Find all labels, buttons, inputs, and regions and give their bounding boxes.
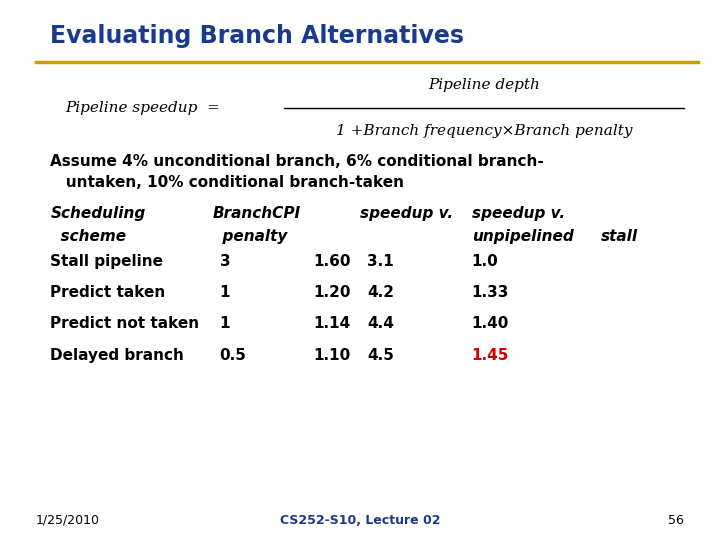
Text: 1.20: 1.20 — [313, 285, 351, 300]
Text: 1 +Branch frequency×Branch penalty: 1 +Branch frequency×Branch penalty — [336, 124, 632, 138]
Text: unpipelined: unpipelined — [472, 229, 573, 244]
Text: Predict taken: Predict taken — [50, 285, 166, 300]
Text: 56: 56 — [668, 514, 684, 526]
Text: speedup v.: speedup v. — [360, 206, 453, 221]
Text: scheme: scheme — [50, 229, 127, 244]
Text: 1: 1 — [220, 316, 230, 332]
Text: CS252-S10, Lecture 02: CS252-S10, Lecture 02 — [280, 514, 440, 526]
Text: 4.4: 4.4 — [367, 316, 394, 332]
Text: Delayed branch: Delayed branch — [50, 348, 184, 363]
Text: 3.1: 3.1 — [367, 254, 394, 269]
Text: 1: 1 — [220, 285, 230, 300]
Text: Stall pipeline: Stall pipeline — [50, 254, 163, 269]
Text: speedup v.: speedup v. — [472, 206, 564, 221]
Text: 3: 3 — [220, 254, 230, 269]
Text: 1.10: 1.10 — [313, 348, 351, 363]
Text: 1.60: 1.60 — [313, 254, 351, 269]
Text: 4.2: 4.2 — [367, 285, 395, 300]
Text: 1.40: 1.40 — [472, 316, 509, 332]
Text: 1.0: 1.0 — [472, 254, 498, 269]
Text: 1.45: 1.45 — [472, 348, 509, 363]
Text: penalty: penalty — [212, 229, 288, 244]
Text: 1/25/2010: 1/25/2010 — [36, 514, 100, 526]
Text: Pipeline depth: Pipeline depth — [428, 78, 540, 92]
Text: 4.5: 4.5 — [367, 348, 394, 363]
Text: Pipeline speedup  =: Pipeline speedup = — [65, 101, 220, 115]
Text: Scheduling: Scheduling — [50, 206, 145, 221]
Text: BranchCPI: BranchCPI — [212, 206, 300, 221]
Text: Evaluating Branch Alternatives: Evaluating Branch Alternatives — [50, 24, 464, 48]
Text: 1.14: 1.14 — [313, 316, 351, 332]
Text: 1.33: 1.33 — [472, 285, 509, 300]
Text: 0.5: 0.5 — [220, 348, 246, 363]
Text: Assume 4% unconditional branch, 6% conditional branch-
   untaken, 10% condition: Assume 4% unconditional branch, 6% condi… — [50, 154, 544, 190]
Text: Predict not taken: Predict not taken — [50, 316, 199, 332]
Text: stall: stall — [601, 229, 639, 244]
